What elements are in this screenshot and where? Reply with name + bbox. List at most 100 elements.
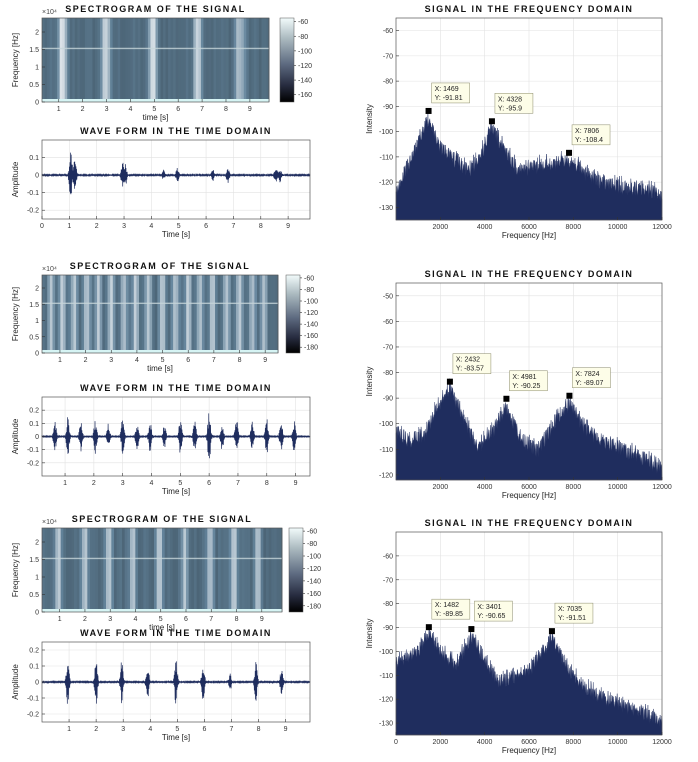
spectrogram-column: [82, 528, 86, 612]
spectrogram-column: [175, 18, 179, 102]
spectrogram-column: [100, 528, 104, 612]
spectrogram-column: [141, 275, 145, 353]
spectrogram-column: [194, 275, 198, 353]
y-tick-label: -60: [383, 553, 393, 560]
spectrogram-column: [242, 528, 246, 612]
spectrogram-column: [132, 528, 136, 612]
y-axis-label: Intensity: [365, 104, 374, 134]
spectrogram-column: [188, 18, 192, 102]
spectrogram-column: [102, 275, 106, 353]
spectrogram-column: [164, 528, 168, 612]
x-tick-label: 5: [152, 106, 156, 113]
colorbar-tick-label: -180: [307, 603, 321, 610]
y-tick-label: 0: [35, 173, 39, 180]
spectrogram-column: [170, 528, 174, 612]
spectrogram-column: [154, 275, 158, 353]
y-tick-label: 0: [35, 351, 39, 358]
y-axis-label: Amplitude: [11, 418, 20, 454]
x-axis-label: Time [s]: [162, 487, 190, 496]
y-tick-label: -120: [379, 472, 393, 479]
spectrogram-column: [271, 528, 275, 612]
spectrogram-column: [220, 275, 224, 353]
x-tick-label: 6: [207, 480, 211, 487]
plot-frame: [41, 17, 270, 103]
y-tick-label: 0: [35, 610, 39, 617]
spectrogram-column: [188, 528, 192, 612]
spectrogram-column: [120, 275, 124, 353]
spectrogram-column: [207, 275, 211, 353]
spectrogram-column: [122, 528, 126, 612]
spectrogram-column: [222, 275, 226, 353]
spectrogram-column: [199, 528, 203, 612]
x-axis-label: time [s]: [147, 364, 173, 373]
spectrogram-column: [238, 275, 242, 353]
spectrogram-column: [173, 275, 177, 353]
spectrogram-band: [42, 302, 278, 305]
datatip-y: Y: -108.4: [575, 137, 603, 144]
y-tick-label: 0: [35, 100, 39, 107]
spectrogram-column: [158, 18, 161, 102]
spectrogram-column: [163, 18, 166, 102]
spectrogram-column: [160, 18, 164, 102]
spectrogram-column: [130, 528, 134, 612]
spectrogram-column: [228, 275, 232, 353]
spectrogram-column: [178, 528, 182, 612]
x-tick-label: 12000: [652, 224, 672, 231]
spectrogram-column: [63, 528, 67, 612]
y-axis-label: Amplitude: [11, 664, 20, 700]
spectrogram-column: [247, 528, 251, 612]
x-tick-label: 9: [284, 726, 288, 733]
y-tick-label: -130: [379, 205, 393, 212]
spectrogram-column: [133, 275, 137, 353]
spectrogram-column: [212, 275, 216, 353]
x-tick-label: 7: [230, 726, 234, 733]
spectrogram-column: [117, 18, 121, 102]
colorbar-tick-label: -160: [298, 92, 312, 99]
spectrogram-column: [170, 275, 174, 353]
x-tick-label: 6: [176, 106, 180, 113]
y-tick-label: -0.1: [27, 696, 39, 703]
colorbar: [285, 274, 301, 354]
x-tick-label: 1: [58, 616, 62, 623]
colorbar-tick-label: -160: [307, 591, 321, 598]
y-tick-label: -60: [383, 319, 393, 326]
spectrogram-column: [64, 18, 68, 102]
spectrogram-column: [172, 528, 176, 612]
spectrogram-column: [248, 18, 252, 102]
spectrogram-column: [155, 18, 159, 102]
spectrogram-column: [256, 18, 260, 102]
plot-frame: [41, 527, 283, 613]
spectrogram-column: [103, 528, 107, 612]
y-tick-label: 0.1: [29, 664, 39, 671]
chart-title: WAVE FORM IN THE TIME DOMAIN: [80, 383, 272, 393]
spectrogram-column: [183, 275, 187, 353]
y-tick-label: -60: [383, 28, 393, 35]
spectrogram-column: [94, 18, 98, 102]
x-tick-label: 7: [231, 223, 235, 230]
spectrogram-column: [183, 528, 187, 612]
x-tick-label: 4: [135, 357, 139, 364]
spectrogram-column: [84, 528, 88, 612]
spectrogram-column: [238, 18, 242, 102]
spectrogram-column: [132, 18, 136, 102]
y-axis-label: Frequency [Hz]: [11, 287, 20, 341]
spectrogram-column: [57, 18, 61, 102]
spectrogram-column: [70, 275, 74, 353]
spectrum-area: [395, 113, 663, 221]
spectrogram-column: [230, 275, 234, 353]
spectrogram-column: [254, 275, 258, 353]
x-tick-label: 2: [92, 480, 96, 487]
spectrogram-column: [149, 275, 153, 353]
spectrogram-column: [220, 528, 224, 612]
x-tick-label: 0: [40, 223, 44, 230]
spectrogram-column: [145, 18, 149, 102]
spectrogram-column: [77, 18, 81, 102]
spectrogram-column: [165, 18, 169, 102]
spectrogram-column: [188, 275, 192, 353]
y-tick-label: -80: [383, 79, 393, 86]
chart-title: SPECTROGRAM OF THE SIGNAL: [72, 514, 253, 524]
colorbar: [279, 17, 295, 103]
x-tick-label: 2000: [433, 224, 449, 231]
spectrogram-column: [228, 18, 232, 102]
chart-title: SPECTROGRAM OF THE SIGNAL: [65, 4, 246, 14]
